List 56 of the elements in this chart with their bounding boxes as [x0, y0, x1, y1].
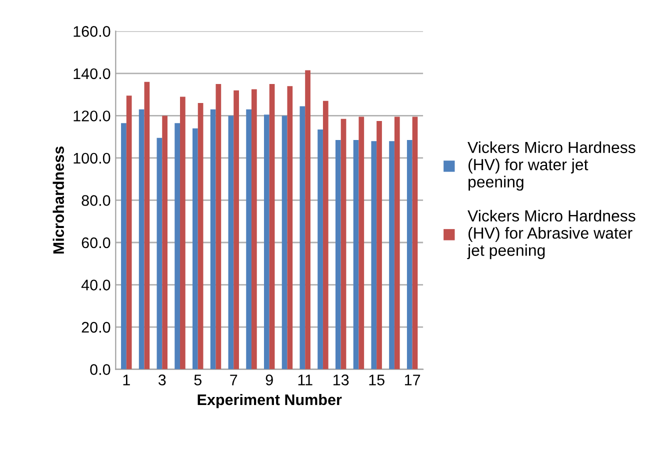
x-tick-label: 3 [158, 374, 166, 386]
bar [216, 84, 222, 370]
bar [300, 106, 306, 370]
y-tick-label: 120.0 [74, 110, 110, 122]
legend-label: Vickers Micro Hardness (HV) for Abrasive water jet peening [467, 210, 636, 260]
bar [156, 138, 162, 370]
bar [282, 116, 288, 370]
bar [126, 96, 132, 370]
bar [412, 116, 418, 370]
bar [340, 118, 346, 370]
bar [335, 140, 341, 370]
bar [389, 141, 394, 370]
bar [269, 84, 275, 370]
y-tick-label: 40.0 [81, 280, 110, 290]
bar [162, 116, 168, 370]
bar [174, 123, 180, 370]
bar [234, 90, 239, 370]
y-tick-label: 140.0 [74, 68, 110, 80]
x-axis-title: Experiment Number [198, 394, 342, 408]
x-tick-label: 15 [369, 374, 384, 386]
bar [353, 140, 359, 370]
bar [305, 70, 310, 370]
bar [228, 116, 234, 370]
y-axis-title: Microhardness [52, 146, 64, 254]
bar [144, 82, 150, 370]
x-tick-label: 13 [334, 374, 349, 386]
legend-label: Vickers Micro Hardness (HV) for water jet peening [468, 141, 636, 191]
bar [138, 109, 144, 370]
x-tick-label: 7 [230, 374, 238, 386]
x-tick-label: 1 [123, 374, 130, 386]
bar [322, 100, 328, 370]
y-tick-label: 20.0 [82, 322, 110, 333]
x-tick-label: 17 [404, 374, 420, 386]
bar [198, 103, 204, 370]
y-tick-label: 100.0 [74, 152, 110, 164]
bar [210, 109, 216, 370]
bar [121, 123, 126, 370]
bar [376, 120, 382, 370]
y-tick-label: 160.0 [74, 26, 110, 37]
bar [318, 129, 323, 370]
y-tick-label: 0.0 [90, 364, 110, 375]
bar [192, 128, 198, 370]
y-tick-label: 60.0 [82, 237, 110, 248]
bar [406, 140, 412, 370]
bar [394, 116, 400, 370]
bar [246, 109, 252, 370]
bar [371, 141, 377, 370]
x-tick-label: 11 [298, 374, 312, 386]
x-tick-label: 5 [194, 374, 202, 386]
bar [287, 86, 293, 370]
y-tick-label: 80.0 [82, 195, 110, 206]
bar [251, 89, 257, 370]
x-tick-label: 9 [266, 374, 273, 386]
bar [180, 96, 186, 370]
bar [358, 116, 364, 370]
bar [264, 114, 270, 370]
